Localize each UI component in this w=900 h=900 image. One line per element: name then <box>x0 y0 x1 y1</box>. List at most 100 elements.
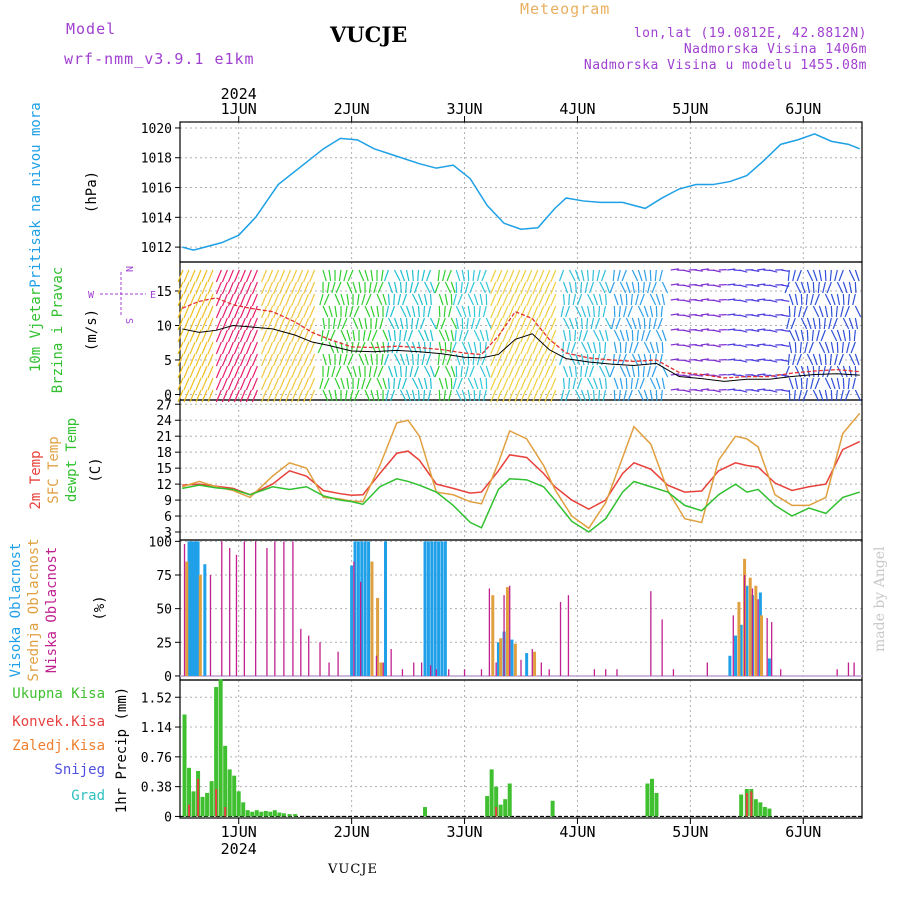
wind-barb <box>604 341 607 354</box>
wind-barb <box>520 377 527 391</box>
cloud-bar-low_cloud <box>435 669 437 676</box>
wind-barb <box>343 269 348 282</box>
wind-barb <box>574 317 579 330</box>
y-tick-label: 15 <box>156 285 172 300</box>
wind-barb <box>838 353 844 366</box>
wind-barb <box>824 341 830 354</box>
wind-barb <box>291 365 298 379</box>
wind-barb <box>482 305 487 318</box>
wind-barb <box>401 377 408 390</box>
wind-barb <box>393 317 400 330</box>
cloud-bar-low_cloud <box>520 659 522 676</box>
wind-barb <box>245 317 252 331</box>
wind-barb <box>602 305 607 318</box>
wind-barb <box>639 377 645 390</box>
wind-barb <box>739 314 748 318</box>
wind-barb <box>352 329 356 342</box>
wind-barb <box>444 329 450 342</box>
wind-barb <box>373 365 378 378</box>
wind-barb <box>661 329 667 342</box>
wind-barb <box>670 298 679 301</box>
wind-barb <box>784 365 790 378</box>
wind-barb <box>464 281 469 294</box>
wind-barb <box>291 293 298 307</box>
wind-barb <box>631 329 634 342</box>
wind-barb <box>670 328 679 331</box>
wind-barb <box>592 353 595 366</box>
wind-barb <box>781 299 790 302</box>
compass-west-label: W <box>88 290 95 301</box>
wind-barb <box>261 365 268 379</box>
wind-barb <box>409 281 414 294</box>
wind-barb <box>279 353 286 367</box>
wind-barb <box>393 269 401 282</box>
wind-barb <box>322 317 326 330</box>
cloud-ylabel: Visoka Oblacnost <box>8 543 24 678</box>
wind-barb <box>421 353 426 366</box>
y-tick-label: 1.14 <box>141 721 172 736</box>
wind-barb <box>751 314 760 317</box>
wind-barb <box>329 329 336 342</box>
wind-barb <box>793 305 796 318</box>
wind-barb <box>227 341 234 355</box>
cloud-bar-mid_cloud <box>491 595 495 676</box>
temperature-ylabel: SFC Temp <box>46 436 62 503</box>
wind-barb <box>303 353 310 367</box>
wind-barb <box>625 365 631 378</box>
cloud-bar-high_cloud <box>437 541 441 676</box>
wind-barb <box>739 374 748 378</box>
wind-barb <box>476 269 481 282</box>
wind-barb <box>598 365 606 378</box>
wind-barb <box>245 341 252 355</box>
wind-barb <box>429 281 436 294</box>
cloud-bar-low_cloud <box>300 628 302 676</box>
wind-barb <box>502 389 509 403</box>
wind-barb <box>267 377 274 391</box>
cloud-bar-low_cloud <box>853 662 855 676</box>
wind-barb <box>842 293 845 306</box>
wind-barb <box>586 353 589 366</box>
precip-legend-label: Konvek.Kisa <box>12 714 105 730</box>
wind-barb <box>788 305 791 318</box>
wind-barb <box>532 365 539 379</box>
wind-barb <box>383 269 390 282</box>
wind-sector <box>609 269 669 402</box>
precip-legend-label: Snijeg <box>54 762 105 778</box>
wind-barb <box>604 365 611 378</box>
cloud-bar-low_cloud <box>548 669 550 676</box>
wind-barb <box>490 293 497 307</box>
wind-barb <box>273 341 280 355</box>
cloud-bar-low_cloud <box>353 561 355 676</box>
wind-barb <box>502 329 509 343</box>
cloud-bar-high_cloud <box>440 541 444 676</box>
wind-barb <box>417 269 420 282</box>
wind-barb <box>461 341 468 354</box>
wind-barb <box>472 353 475 366</box>
wind-barb <box>800 293 803 306</box>
wind-barb <box>319 293 324 306</box>
wind-barb <box>399 281 402 294</box>
wind-barb <box>438 293 444 306</box>
wind-barb <box>279 341 286 355</box>
wind-barb <box>251 317 258 331</box>
wind-barb <box>239 293 246 307</box>
wind-barb <box>637 389 645 402</box>
wind-barb <box>261 377 268 391</box>
wind-barb <box>251 329 258 343</box>
wind-barb <box>642 365 645 378</box>
wind-barb <box>818 353 823 366</box>
cloud-bar-low_cloud <box>743 575 746 676</box>
cloud-bar-low_cloud <box>390 649 392 676</box>
wind-barb <box>682 299 691 303</box>
wind-barb <box>550 293 557 307</box>
wind-barb <box>694 389 703 392</box>
wind-barb <box>649 305 654 318</box>
precip-bar-total_precip <box>236 791 241 817</box>
wind-barb <box>694 359 703 362</box>
precip-ylabel: 1hr Precip (mm) <box>114 687 130 813</box>
wind-barb <box>514 353 521 367</box>
cloud-bar-low_cloud <box>209 575 212 676</box>
wind-barb <box>201 317 208 331</box>
cloud-bar-low_cloud <box>463 669 466 676</box>
wind-barb <box>823 317 826 330</box>
